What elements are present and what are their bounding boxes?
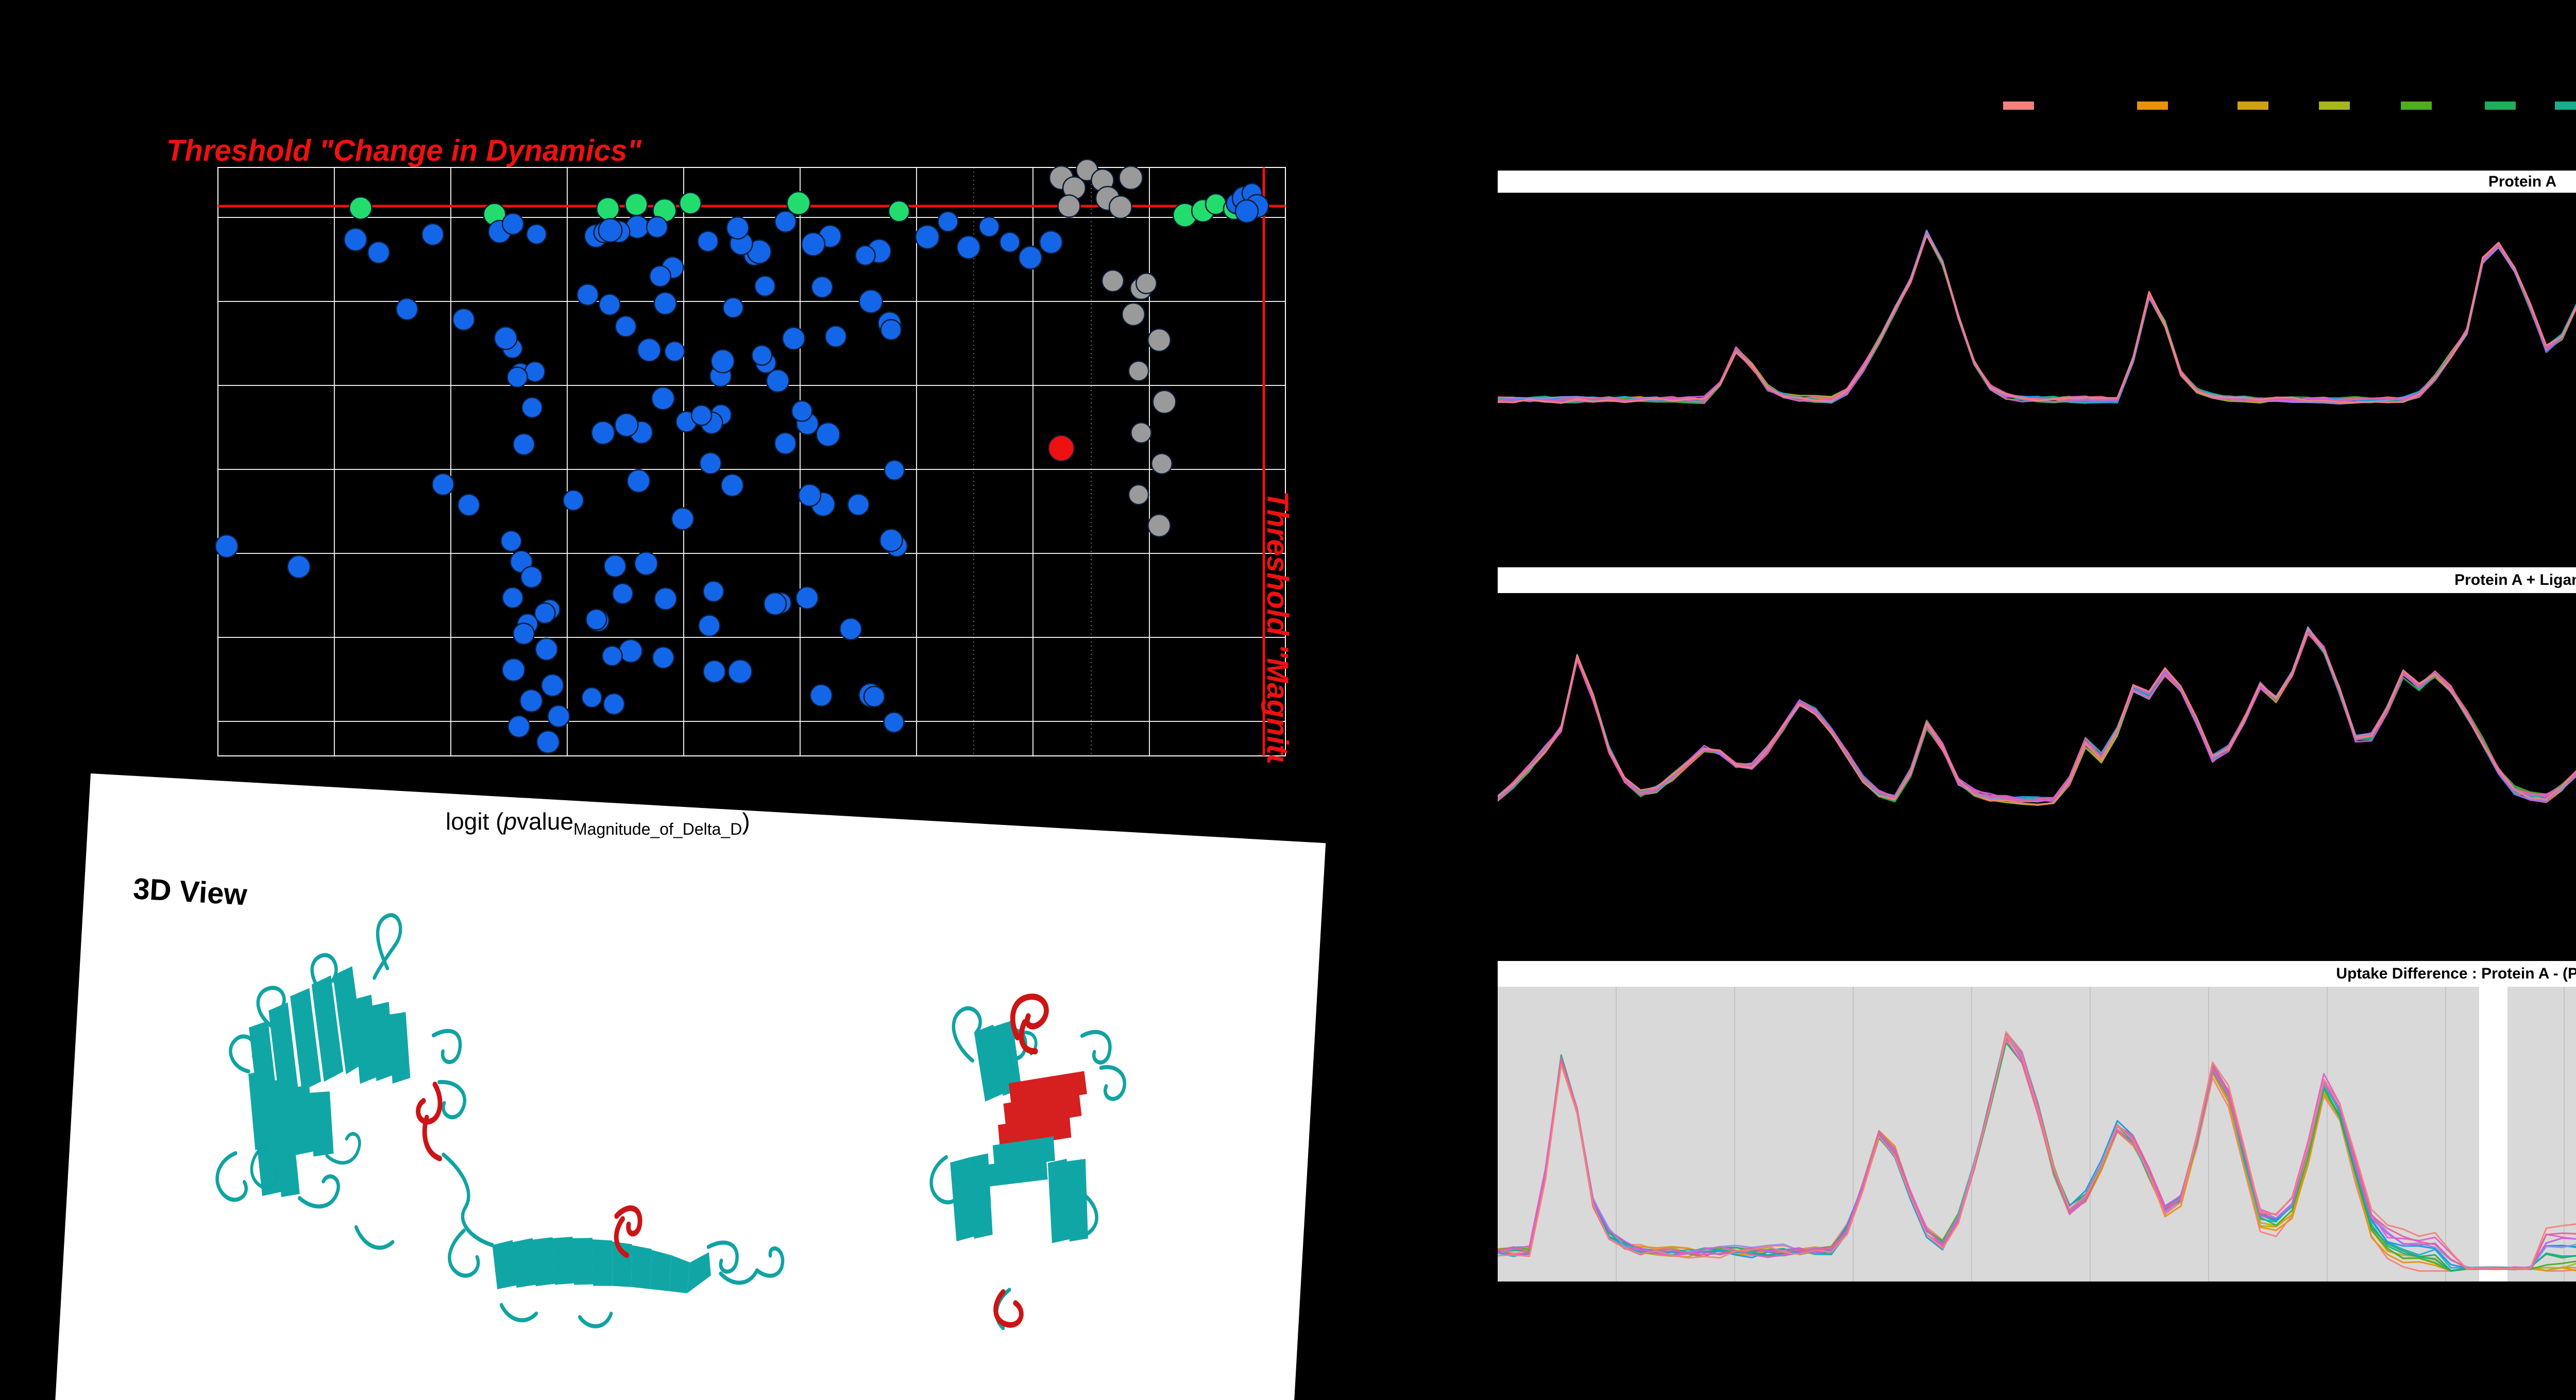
svg-text:−100: −100 bbox=[446, 768, 492, 790]
svg-text:logit (pvalueMagnitude_of_Delt: logit (pvalueMagnitude_of_Delta_D) bbox=[446, 808, 750, 838]
svg-text:−200: −200 bbox=[309, 768, 355, 790]
